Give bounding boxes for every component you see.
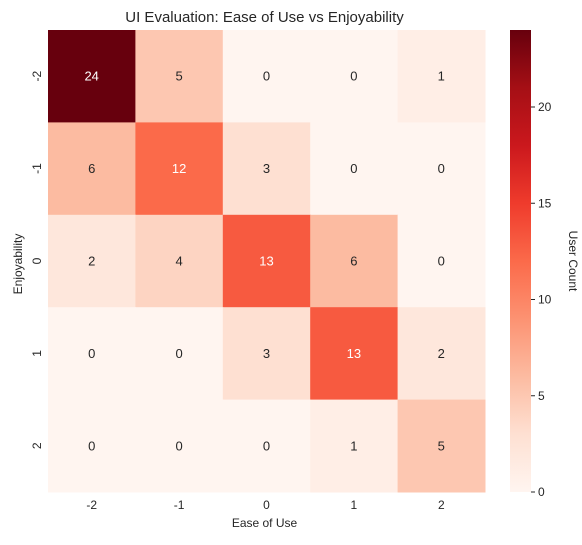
x-tick-label: 0 <box>263 498 270 512</box>
cell-value-label: 6 <box>88 161 95 176</box>
heatmap-cell <box>397 30 486 123</box>
colorbar-tick-label: 5 <box>538 389 545 403</box>
colorbar-tick-label: 20 <box>538 100 552 114</box>
cell-value-label: 0 <box>88 438 95 453</box>
heatmap-cell <box>222 307 311 401</box>
colorbar <box>510 30 531 492</box>
cell-value-label: 0 <box>438 161 445 176</box>
y-tick-label: -1 <box>30 163 44 174</box>
cell-value-label: 12 <box>172 161 186 176</box>
colorbar-tick-label: 10 <box>538 293 552 307</box>
heatmap-cell <box>135 30 224 123</box>
heatmap-cell <box>397 214 486 308</box>
heatmap-cell <box>48 214 136 308</box>
x-axis-ticks: -2 -1 0 1 2 <box>86 498 445 512</box>
cell-value-label: 5 <box>438 438 445 453</box>
heatmap-cell <box>222 30 311 123</box>
cell-value-label: 2 <box>88 254 95 269</box>
cell-value-label: 2 <box>438 346 445 361</box>
cell-value-label: 0 <box>438 254 445 269</box>
heatmap-cell <box>310 399 399 493</box>
heatmap-cell <box>48 122 136 216</box>
cell-value-label: 0 <box>88 346 95 361</box>
cell-value-label: 0 <box>350 161 357 176</box>
heatmap-cell <box>135 307 224 401</box>
heatmap-cell <box>222 122 311 216</box>
cell-value-label: 3 <box>263 161 270 176</box>
y-tick-label: 0 <box>30 257 44 264</box>
x-tick-label: -2 <box>86 498 97 512</box>
x-tick-label: 2 <box>438 498 445 512</box>
heatmap-cell <box>135 122 224 216</box>
cell-value-label: 1 <box>438 69 445 84</box>
cell-value-label: 0 <box>175 438 182 453</box>
heatmap-cell <box>310 214 399 308</box>
cell-value-label: 4 <box>175 254 182 269</box>
cell-value-label: 24 <box>84 69 98 84</box>
cell-value-label: 5 <box>175 69 182 84</box>
heatmap-cell <box>48 399 136 493</box>
heatmap-cell <box>222 214 311 308</box>
colorbar-label: User Count <box>566 231 580 292</box>
heatmap-cell <box>310 307 399 401</box>
cell-value-label: 0 <box>350 69 357 84</box>
colorbar-tick-label: 15 <box>538 196 552 210</box>
heatmap-cell <box>397 399 486 493</box>
cell-value-label: 6 <box>350 254 357 269</box>
y-tick-label: 1 <box>30 350 44 357</box>
heatmap-cell <box>310 122 399 216</box>
y-tick-label: 2 <box>30 442 44 449</box>
chart-title: UI Evaluation: Ease of Use vs Enjoyabili… <box>125 9 404 26</box>
heatmap-cell <box>135 399 224 493</box>
y-tick-label: -2 <box>30 71 44 82</box>
y-axis-label: Enjoyability <box>11 234 25 295</box>
heatmap-cell <box>397 122 486 216</box>
heatmap-cell <box>48 307 136 401</box>
y-axis-ticks: -2 -1 0 1 2 <box>30 71 44 450</box>
heatmap-cell <box>135 214 224 308</box>
colorbar-tick-label: 0 <box>538 485 545 499</box>
heatmap-cells: 24 5 0 0 16 12 3 0 02 4 13 6 00 0 3 13 20 0 0 1 5 <box>48 30 486 493</box>
cell-value-label: 3 <box>263 346 270 361</box>
heatmap-cell <box>48 30 136 123</box>
heatmap-cell <box>397 307 486 401</box>
heatmap-cell <box>222 399 311 493</box>
cell-value-label: 13 <box>259 254 273 269</box>
cell-value-label: 0 <box>263 69 270 84</box>
x-tick-label: 1 <box>351 498 358 512</box>
x-axis-label: Ease of Use <box>232 516 298 530</box>
colorbar-ticks: 0 5 10 15 20 <box>531 100 552 499</box>
x-tick-label: -1 <box>174 498 185 512</box>
cell-value-label: 13 <box>347 346 361 361</box>
heatmap-cell <box>310 30 399 123</box>
cell-value-label: 1 <box>350 438 357 453</box>
cell-value-label: 0 <box>175 346 182 361</box>
cell-value-label: 0 <box>263 438 270 453</box>
